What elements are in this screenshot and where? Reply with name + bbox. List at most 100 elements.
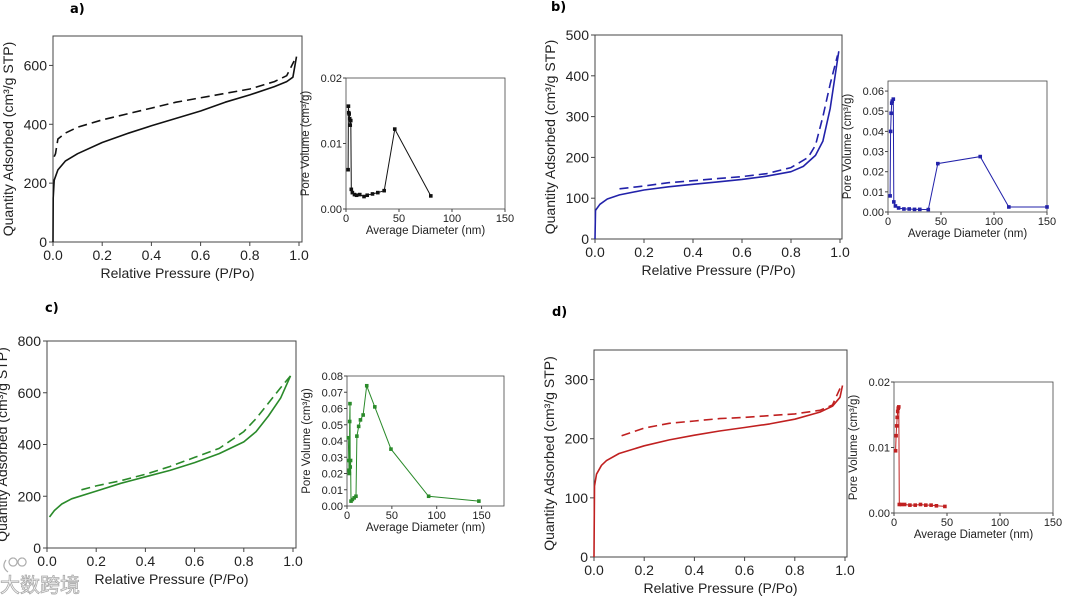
y-tick-label: 0 <box>33 540 41 556</box>
data-point <box>896 206 901 210</box>
y-tick-label: 0.02 <box>863 167 884 179</box>
pore-volume-line <box>347 106 432 198</box>
panel-label: c) <box>45 301 59 316</box>
data-point <box>477 499 481 503</box>
data-point <box>907 207 911 211</box>
y-tick-label: 0.02 <box>321 73 342 85</box>
data-point <box>895 409 900 414</box>
data-point <box>357 192 362 197</box>
y-tick-label: 0 <box>580 549 588 565</box>
y-tick-label: 0.06 <box>322 404 343 416</box>
data-point <box>392 127 397 131</box>
x-tick-label: 0.6 <box>735 562 755 578</box>
x-tick-label: 150 <box>496 213 514 225</box>
data-point <box>347 471 352 476</box>
adsorption-branch-line <box>593 385 844 558</box>
data-point <box>356 424 361 429</box>
data-point <box>902 207 906 211</box>
y-axis-label: Quantity Adsorbed (cm³/g STP) <box>542 40 558 235</box>
y-tick-label: 0.01 <box>869 443 890 455</box>
x-tick-label: 100 <box>991 517 1009 529</box>
data-point <box>364 383 369 388</box>
x-tick-label: 0.0 <box>585 244 605 260</box>
y-tick-label: 600 <box>18 385 42 401</box>
watermark-logo <box>3 557 27 573</box>
x-axis-label: Average Diameter (nm) <box>366 522 485 534</box>
x-tick-label: 150 <box>1044 517 1062 529</box>
data-point <box>924 503 928 507</box>
x-axis-label: Relative Pressure (P/Po) <box>643 580 797 596</box>
y-tick-label: 100 <box>565 490 589 506</box>
data-point <box>354 193 359 198</box>
x-tick-label: 0.8 <box>781 244 801 260</box>
data-point <box>429 194 433 198</box>
x-tick-label: 0.4 <box>683 244 703 260</box>
x-axis-label: Relative Pressure (P/Po) <box>641 262 795 278</box>
y-axis-label: Pore Volume (cm³/g) <box>301 388 313 494</box>
plot-frame <box>593 349 848 558</box>
x-tick-label: 100 <box>443 213 461 225</box>
data-point <box>936 161 940 166</box>
plot-frame <box>893 381 1054 514</box>
data-point <box>1045 205 1049 209</box>
y-tick-label: 400 <box>18 437 42 453</box>
data-point <box>347 468 351 473</box>
x-tick-label: 1.0 <box>835 562 855 578</box>
y-tick-label: 0.00 <box>863 207 884 219</box>
data-point <box>362 194 366 199</box>
data-point <box>346 435 351 440</box>
y-tick-label: 200 <box>24 175 48 191</box>
y-tick-label: 0 <box>581 231 589 247</box>
data-point <box>370 192 375 196</box>
data-point <box>918 502 923 507</box>
data-point <box>943 504 947 509</box>
data-point <box>918 207 922 212</box>
data-point <box>889 111 893 116</box>
x-tick-label: 50 <box>941 517 953 529</box>
data-point <box>347 419 352 424</box>
y-tick-label: 0.03 <box>863 147 884 159</box>
data-point <box>358 418 363 422</box>
x-tick-label: 0 <box>344 510 350 522</box>
pore-volume-line <box>889 98 1047 211</box>
data-point <box>350 190 355 195</box>
data-point <box>361 413 365 417</box>
y-tick-label: 0.04 <box>863 126 884 138</box>
x-tick-label: 0.8 <box>785 562 805 578</box>
x-tick-label: 100 <box>985 216 1003 228</box>
data-point <box>926 207 931 212</box>
x-tick-label: 0 <box>343 213 349 225</box>
data-point <box>389 447 393 451</box>
y-axis-label: Quantity Adsorbed (cm³/g STP) <box>0 347 10 542</box>
adsorption-branch-line <box>594 51 840 240</box>
x-tick-label: 0.8 <box>234 553 254 569</box>
data-point <box>354 494 358 499</box>
x-tick-label: 0 <box>885 216 891 228</box>
plot-frame <box>887 80 1048 213</box>
data-point <box>346 104 351 108</box>
x-tick-label: 0.4 <box>685 562 705 578</box>
data-point <box>888 194 892 198</box>
y-tick-label: 0.00 <box>321 204 342 216</box>
x-tick-label: 0.4 <box>142 247 162 263</box>
x-tick-label: 0.8 <box>240 247 260 263</box>
data-point <box>1007 205 1011 209</box>
x-tick-label: 0.6 <box>185 553 205 569</box>
y-tick-label: 0.01 <box>321 139 342 151</box>
panel-label: b) <box>551 0 566 15</box>
plot-frame <box>345 77 506 210</box>
x-axis-label: Average Diameter (nm) <box>908 228 1027 240</box>
y-tick-label: 0.01 <box>322 485 343 497</box>
data-point <box>355 434 359 438</box>
y-tick-label: 300 <box>566 109 590 125</box>
data-point <box>929 503 933 507</box>
x-tick-label: 1.0 <box>830 244 850 260</box>
data-point <box>347 116 352 121</box>
data-point <box>889 101 894 105</box>
data-point <box>934 503 939 508</box>
panel-label: a) <box>70 2 85 17</box>
plot-frame <box>594 34 843 240</box>
panel-b: b)0.0 0.2 0.4 0.6 0.8 1.00100200300400500Rela… <box>542 0 1056 278</box>
x-tick-label: 1.0 <box>289 247 309 263</box>
